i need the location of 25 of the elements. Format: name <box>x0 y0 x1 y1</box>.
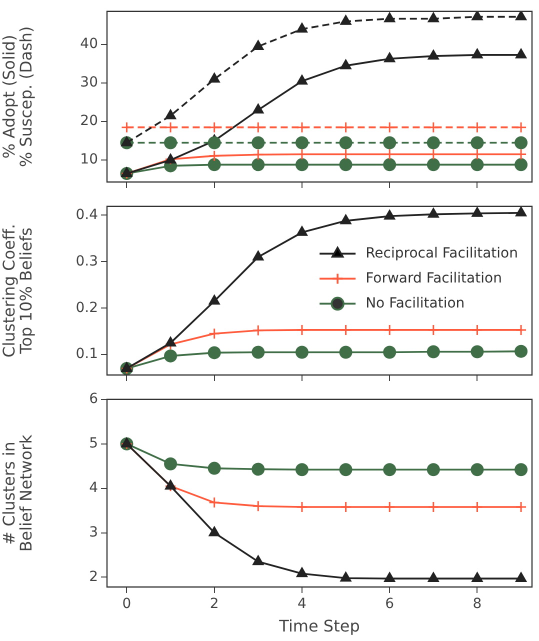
x-tick-label: 4 <box>298 596 307 612</box>
x-tick-label: 8 <box>472 596 482 612</box>
y-tick-label: 30 <box>80 74 98 91</box>
x-tick-label: 2 <box>210 596 219 612</box>
y-tick-label: 3 <box>89 524 98 540</box>
y-tick-label: 4 <box>89 480 98 496</box>
y-axis-title: # Clusters in Belief Network <box>0 434 36 552</box>
y-tick-label: 40 <box>80 36 98 52</box>
y-tick-label: 20 <box>80 113 98 130</box>
legend-label: Reciprocal Facilitation <box>366 245 518 262</box>
legend-label: No Facilitation <box>366 295 465 312</box>
x-axis-title: Time Step <box>278 616 360 636</box>
y-axis-title: % Adopt (Solid) % Suscep. (Dash) <box>0 26 36 168</box>
x-tick-label: 0 <box>122 596 132 612</box>
y-axis-title: Clustering Coeff. Top 10% Beliefs <box>0 224 36 358</box>
y-tick-label: 0.3 <box>76 253 98 270</box>
y-tick-label: 5 <box>89 435 98 452</box>
y-tick-label: 0.2 <box>76 300 98 316</box>
y-tick-label: 0.4 <box>76 206 98 223</box>
y-tick-label: 6 <box>89 391 98 408</box>
y-tick-label: 2 <box>89 568 98 585</box>
legend-label: Forward Facilitation <box>366 270 502 286</box>
y-tick-label: 10 <box>80 152 98 168</box>
y-tick-label: 0.1 <box>76 346 98 362</box>
x-tick-label: 6 <box>385 596 394 612</box>
